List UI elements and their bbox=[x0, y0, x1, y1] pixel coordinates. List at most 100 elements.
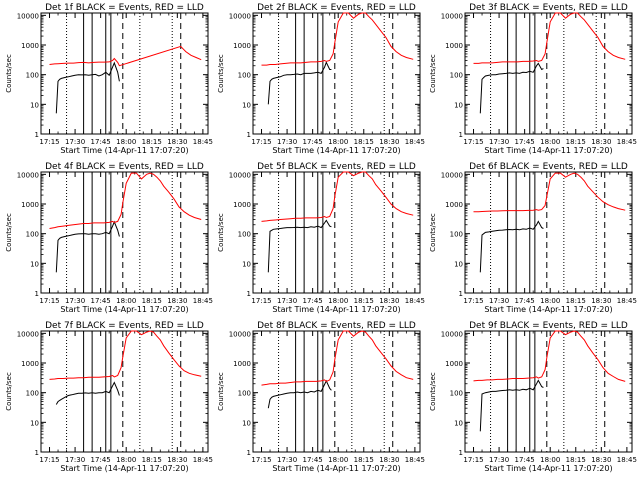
panel-8-ytick-label: 10 bbox=[242, 419, 251, 427]
panel-2-xtick-label: 18:30 bbox=[379, 138, 399, 146]
panel-8-frame bbox=[252, 330, 421, 453]
panel-5-ylabel: Counts/sec bbox=[217, 213, 225, 252]
panel-4-xtick-label: 17:15 bbox=[39, 297, 59, 305]
panel-4-ytick-label: 1 bbox=[35, 290, 39, 298]
panel-2-xtick-label: 18:15 bbox=[354, 138, 374, 146]
panel-1-xtick-label: 17:45 bbox=[91, 138, 111, 146]
panel-7-frame bbox=[40, 330, 209, 453]
panel-9-series-events bbox=[479, 379, 544, 432]
panel-4-ytick-label: 10 bbox=[30, 260, 39, 268]
panel-6-ytick-label: 10 bbox=[454, 260, 463, 268]
panel-2-ytick-label: 1 bbox=[247, 131, 251, 139]
panel-2-series-events bbox=[267, 61, 332, 105]
panel-3-xtick-label: 17:15 bbox=[463, 138, 483, 146]
panel-7-xtick-label: 17:30 bbox=[65, 456, 85, 464]
panel-7-ytick-label: 10 bbox=[30, 419, 39, 427]
panel-9-ytick-label: 100 bbox=[450, 390, 463, 398]
panel-5-xlabel: Start Time (14-Apr-11 17:07:20) bbox=[272, 305, 400, 314]
panel-9-ytick-label: 1 bbox=[459, 449, 463, 457]
panel-5-ytick-label: 1 bbox=[247, 290, 251, 298]
panel-4-xlabel: Start Time (14-Apr-11 17:07:20) bbox=[60, 305, 188, 314]
panel-3-xtick-label: 18:45 bbox=[617, 138, 637, 146]
panel-1-ytick-label: 10000 bbox=[17, 12, 39, 20]
panel-6-xtick-label: 18:45 bbox=[617, 297, 637, 305]
panel-3-ytick-label: 10 bbox=[454, 101, 463, 109]
panel-7-xtick-label: 18:45 bbox=[193, 456, 213, 464]
panel-3-xtick-label: 18:15 bbox=[566, 138, 586, 146]
panel-6-frame bbox=[464, 171, 633, 294]
panel-7-title: Det 7f BLACK = Events, RED = LLD bbox=[45, 321, 204, 331]
panel-6-series-lld bbox=[473, 172, 626, 213]
panel-9-ytick-label: 1000 bbox=[445, 360, 463, 368]
panel-1-ytick-label: 1000 bbox=[21, 42, 39, 50]
panel-2-ytick-label: 1000 bbox=[233, 42, 251, 50]
panel-3-ytick-label: 1 bbox=[459, 131, 463, 139]
panel-7-ytick-label: 100 bbox=[26, 390, 39, 398]
panel-9-xtick-label: 17:45 bbox=[515, 456, 535, 464]
panel-4-xtick-label: 17:45 bbox=[91, 297, 111, 305]
panel-9-ylabel: Counts/sec bbox=[429, 372, 437, 411]
panel-8-xtick-label: 18:00 bbox=[328, 456, 348, 464]
panel-9-title: Det 9f BLACK = Events, RED = LLD bbox=[469, 321, 628, 331]
panel-3-title: Det 3f BLACK = Events, RED = LLD bbox=[469, 3, 628, 13]
panel-4-xtick-label: 18:30 bbox=[167, 297, 187, 305]
panel-6-xtick-label: 17:30 bbox=[489, 297, 509, 305]
panel-8-ytick-label: 1000 bbox=[233, 360, 251, 368]
panel-6-series-events bbox=[479, 220, 544, 273]
panel-2-xtick-label: 17:15 bbox=[251, 138, 271, 146]
panel-4-ytick-label: 10000 bbox=[17, 171, 39, 179]
panel-8-xtick-label: 17:30 bbox=[277, 456, 297, 464]
panel-7-ylabel: Counts/sec bbox=[5, 372, 13, 411]
panel-7-series-lld bbox=[49, 330, 202, 380]
panel-7-ytick-label: 10000 bbox=[17, 330, 39, 338]
panel-1-xlabel: Start Time (14-Apr-11 17:07:20) bbox=[60, 146, 188, 155]
panel-4-xtick-label: 18:15 bbox=[142, 297, 162, 305]
panel-6-xtick-label: 18:15 bbox=[566, 297, 586, 305]
panel-3-frame bbox=[464, 12, 633, 135]
panel-4-ytick-label: 1000 bbox=[21, 201, 39, 209]
panel-2-xlabel: Start Time (14-Apr-11 17:07:20) bbox=[272, 146, 400, 155]
panel-8-xlabel: Start Time (14-Apr-11 17:07:20) bbox=[272, 464, 400, 473]
panel-8-xtick-label: 17:15 bbox=[251, 456, 271, 464]
panel-7-xlabel: Start Time (14-Apr-11 17:07:20) bbox=[60, 464, 188, 473]
panel-5-ytick-label: 10 bbox=[242, 260, 251, 268]
panel-2-xtick-label: 18:45 bbox=[405, 138, 425, 146]
panel-5-xtick-label: 18:00 bbox=[328, 297, 348, 305]
panel-1-series-lld bbox=[49, 45, 202, 67]
panel-4-frame bbox=[40, 171, 209, 294]
panel-8-ytick-label: 10000 bbox=[229, 330, 251, 338]
panel-7-xtick-label: 18:30 bbox=[167, 456, 187, 464]
panel-1-xtick-label: 18:30 bbox=[167, 138, 187, 146]
panel-2-ytick-label: 10000 bbox=[229, 12, 251, 20]
panel-3-ytick-label: 10000 bbox=[441, 12, 463, 20]
panel-8-series-lld bbox=[261, 330, 414, 386]
panel-8-ylabel: Counts/sec bbox=[217, 372, 225, 411]
panel-4-xtick-label: 18:00 bbox=[116, 297, 136, 305]
panel-6-ytick-label: 100 bbox=[450, 231, 463, 239]
panel-4-series-lld bbox=[49, 172, 202, 229]
panel-2-frame bbox=[252, 12, 421, 135]
panel-5-series-events bbox=[267, 219, 332, 273]
panel-9-ytick-label: 10000 bbox=[441, 330, 463, 338]
panel-1-series-events bbox=[55, 61, 120, 114]
panel-6-ylabel: Counts/sec bbox=[429, 213, 437, 252]
panel-2-ylabel: Counts/sec bbox=[217, 54, 225, 93]
panel-3-xtick-label: 18:00 bbox=[540, 138, 560, 146]
panel-4-xtick-label: 17:30 bbox=[65, 297, 85, 305]
panel-4-ylabel: Counts/sec bbox=[5, 213, 13, 252]
panel-6-xtick-label: 17:15 bbox=[463, 297, 483, 305]
panel-3-xtick-label: 18:30 bbox=[591, 138, 611, 146]
panel-7-xtick-label: 18:15 bbox=[142, 456, 162, 464]
panel-9-xlabel: Start Time (14-Apr-11 17:07:20) bbox=[484, 464, 612, 473]
panel-9-series-lld bbox=[473, 330, 626, 382]
panel-5-ytick-label: 10000 bbox=[229, 171, 251, 179]
panel-5-ytick-label: 100 bbox=[238, 231, 251, 239]
panel-6-ytick-label: 1 bbox=[459, 290, 463, 298]
panel-1-xtick-label: 18:00 bbox=[116, 138, 136, 146]
panel-3-xtick-label: 17:45 bbox=[515, 138, 535, 146]
panel-5-xtick-label: 18:45 bbox=[405, 297, 425, 305]
panel-1-xtick-label: 18:15 bbox=[142, 138, 162, 146]
panel-9-xtick-label: 18:15 bbox=[566, 456, 586, 464]
panel-5-title: Det 5f BLACK = Events, RED = LLD bbox=[257, 162, 416, 172]
